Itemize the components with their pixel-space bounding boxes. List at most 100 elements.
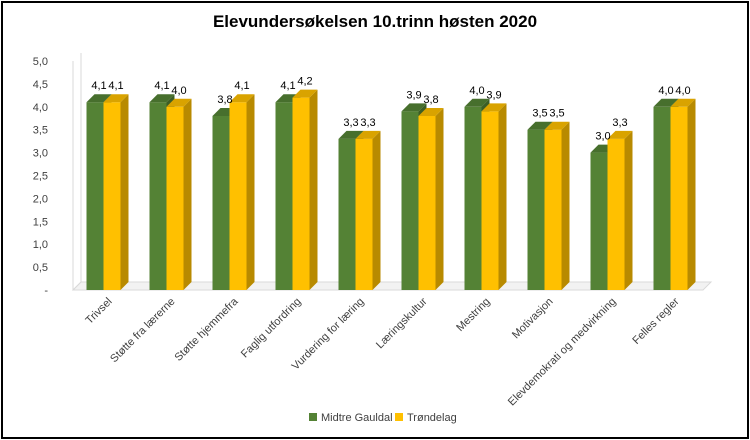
bar-top <box>401 103 427 112</box>
bar-front <box>607 138 625 290</box>
bar-trondelag-elevdemokrati-og-medvirkning <box>607 130 633 290</box>
bar-top <box>355 130 381 139</box>
bar-top <box>86 94 112 103</box>
data-label: 3,9 <box>406 89 421 101</box>
bar-trondelag-felles-regler <box>670 98 696 290</box>
legend-swatch-trondelag <box>395 413 403 421</box>
legend-label-midtre-gauldal: Midtre Gauldal <box>321 412 393 424</box>
data-labels: 4,1 4,1 4,1 4,03,84,1 4,1 4,23,3 3,33,9 3,84,0 3… <box>91 76 690 143</box>
y-tick-label: - <box>44 285 48 297</box>
bar-front <box>292 97 310 290</box>
legend-label-trondelag: Trøndelag <box>407 412 457 424</box>
chart-title: Elevundersøkelsen 10.trinn høsten 2020 <box>213 12 537 31</box>
x-tick-label: Vurdering for læring <box>290 296 367 373</box>
data-label: 4,1 <box>91 80 106 92</box>
bar-top <box>103 94 129 103</box>
data-label: 4,0 <box>171 85 186 97</box>
bar-top <box>607 130 633 139</box>
bar-front <box>418 115 436 291</box>
data-label: 3,8 <box>423 94 438 106</box>
bar-front <box>590 152 608 290</box>
y-tick-label: 3,0 <box>33 148 48 160</box>
x-tick-label: Mestring <box>454 296 492 334</box>
y-tick-label: 4,0 <box>33 102 48 114</box>
bar-front <box>544 129 562 290</box>
data-label: 3,5 <box>532 108 547 120</box>
data-label: 3,3 <box>612 117 627 129</box>
data-label: 3,3 <box>360 117 375 129</box>
bar-top <box>544 121 570 130</box>
bar-front <box>653 106 671 290</box>
y-tick-label: 2,5 <box>33 171 48 183</box>
x-tick-label: Elevdemokrati og medvirkning <box>506 296 619 409</box>
y-tick-label: 3,5 <box>33 125 48 137</box>
bar-side <box>498 103 507 290</box>
data-label: 4,0 <box>658 85 673 97</box>
bar-front <box>481 111 499 290</box>
data-label: 3,9 <box>486 89 501 101</box>
legend-swatch-midtre-gauldal <box>309 413 317 421</box>
bar-top <box>670 98 696 107</box>
data-label: 4,1 <box>154 80 169 92</box>
bar-front <box>275 102 293 290</box>
x-tick-label: Trivsel <box>84 296 115 327</box>
data-label: 3,8 <box>217 94 232 106</box>
x-tick-label: Læringskultur <box>374 295 430 351</box>
data-label: 4,1 <box>280 80 295 92</box>
bar-front <box>86 102 104 290</box>
bars <box>86 89 696 291</box>
bar-trondelag-vurdering-for-laering <box>355 130 381 290</box>
bar-top <box>527 121 553 130</box>
bar-trondelag-stotte-fra-laererne <box>166 98 192 290</box>
data-label: 4,1 <box>108 80 123 92</box>
data-label: 3,0 <box>595 131 610 143</box>
bar-top <box>464 98 490 107</box>
x-tick-label: Motivasjon <box>510 296 556 342</box>
bar-top <box>338 130 364 139</box>
bar-front <box>338 138 356 290</box>
chart: Elevundersøkelsen 10.trinn høsten 2020 -… <box>33 12 713 424</box>
bar-side <box>435 107 444 291</box>
bar-front <box>527 129 545 290</box>
data-label: 4,2 <box>297 76 312 88</box>
data-label: 3,5 <box>549 108 564 120</box>
bar-side <box>624 130 633 290</box>
bar-front <box>103 102 121 290</box>
bar-top <box>653 98 679 107</box>
bar-side <box>309 89 318 290</box>
y-tick-label: 4,5 <box>33 79 48 91</box>
data-label: 4,0 <box>675 85 690 97</box>
y-tick-label: 1,0 <box>33 239 48 251</box>
bar-front <box>166 106 184 290</box>
bar-front <box>401 111 419 290</box>
bar-side <box>372 130 381 290</box>
bar-front <box>670 106 688 290</box>
bar-top <box>481 103 507 112</box>
y-tick-label: 1,5 <box>33 216 48 228</box>
plot-depth-edge <box>72 281 82 291</box>
bar-front <box>212 115 230 291</box>
bar-side <box>120 94 129 290</box>
y-tick-label: 2,0 <box>33 193 48 205</box>
bar-top <box>149 94 175 103</box>
legend: Midtre Gauldal Trøndelag <box>309 412 457 424</box>
data-label: 3,3 <box>343 117 358 129</box>
y-axis: - 0,5 1,0 1,5 2,0 2,5 3,0 3,5 4,0 4,5 5,0 <box>33 56 74 297</box>
bar-top <box>292 89 318 98</box>
bar-top <box>166 98 192 107</box>
bar-trondelag-mestring <box>481 103 507 290</box>
x-tick-label: Faglig utfordring <box>239 296 304 361</box>
bar-front <box>149 102 167 290</box>
bar-front <box>229 102 247 290</box>
bar-trondelag-laeringskultur <box>418 107 444 291</box>
bar-top <box>229 94 255 103</box>
bar-trondelag-stotte-hjemmefra <box>229 94 255 290</box>
y-tick-label: 5,0 <box>33 56 48 68</box>
bar-side <box>687 98 696 290</box>
bar-trondelag-faglig-utfordring <box>292 89 318 290</box>
bar-side <box>183 98 192 290</box>
bar-front <box>355 138 373 290</box>
x-tick-label: Felles regler <box>630 295 682 347</box>
